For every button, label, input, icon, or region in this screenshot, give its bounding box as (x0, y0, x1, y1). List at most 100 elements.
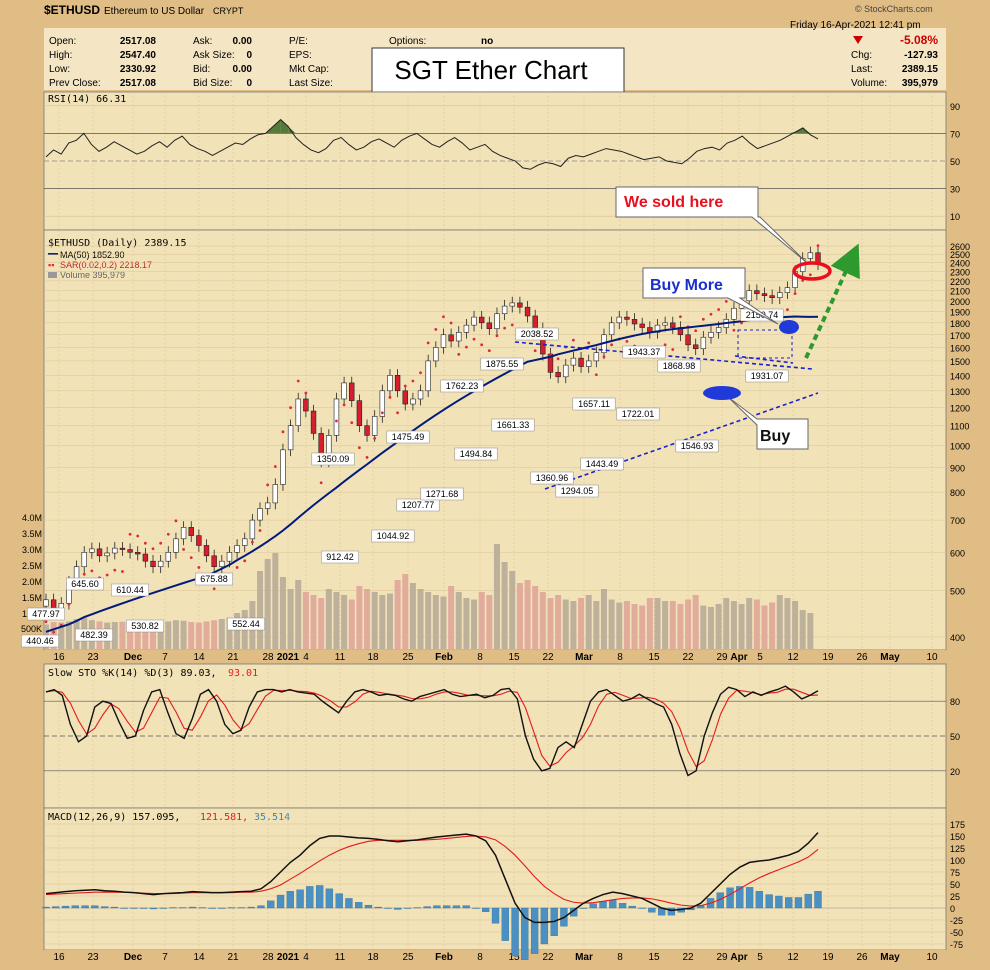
candle-body (127, 549, 133, 553)
candle-body (333, 398, 340, 436)
volume-bar (631, 604, 638, 649)
candle-body (746, 290, 752, 302)
candle-body (578, 357, 584, 367)
ma50-line (45, 315, 819, 633)
price-label: 552.44 (232, 619, 260, 629)
quote-value: 2517.08 (120, 36, 157, 47)
x-tick-label: 29 (716, 952, 728, 963)
candle-body (303, 398, 309, 412)
quote-table: Open: 2517.08 Ask: 0.00 P/E: High: 2547.40 Ask … (49, 36, 333, 89)
sar-dot (457, 352, 461, 356)
candle-body (371, 416, 378, 436)
quote-key: High: (49, 50, 72, 61)
candle-body (463, 324, 470, 333)
volume-axis-label: 1.5M (22, 593, 42, 603)
sar-dot (166, 532, 170, 536)
quote-key: Last Size: (289, 78, 333, 89)
quote-value: -127.93 (904, 50, 938, 61)
x-tick-label: 8 (617, 652, 623, 663)
candle-body (517, 302, 523, 308)
price-label-box (321, 550, 359, 564)
volume-legend: Volume 395,979 (60, 270, 125, 280)
title-box (371, 47, 625, 93)
macd-histogram-bar (472, 907, 480, 909)
volume-legend-swatch (48, 272, 57, 278)
volume-bar (211, 620, 218, 649)
options-label: Options: (389, 36, 426, 47)
macd-axis-label: -25 (950, 916, 963, 926)
x-tick-label: 15 (648, 652, 660, 663)
volume-bar (547, 598, 554, 649)
price-label-box (480, 357, 524, 371)
price-label-box (126, 619, 164, 633)
quote-key: Last: (851, 64, 873, 75)
price-label-box (371, 529, 415, 543)
volume-bar (409, 583, 416, 649)
quote-right-table: Chg: -127.93 Last: 2389.15 Volume: 395,979 (851, 50, 938, 89)
candle-body (754, 290, 760, 294)
price-label-box (27, 607, 65, 621)
x-tick-label: 7 (162, 952, 168, 963)
price-axis-label: 700 (950, 516, 965, 526)
sar-dot (449, 321, 453, 325)
price-label: 1661.33 (497, 420, 530, 430)
volume-bar (295, 580, 302, 649)
quote-key: Ask: (193, 36, 212, 47)
volume-bar (111, 622, 118, 649)
volume-bar (157, 622, 164, 649)
price-label-box (657, 359, 701, 373)
candle-body (280, 449, 286, 485)
sar-dot (373, 437, 377, 440)
candle-body (104, 552, 110, 557)
candle-body (119, 547, 126, 550)
change-percent: -5.08% (900, 33, 938, 47)
volume-bar (753, 599, 760, 649)
macd-histogram-bar (42, 906, 50, 909)
price-axis-label: 1400 (950, 371, 970, 381)
candle-body (501, 305, 508, 315)
x-tick-label: 14 (193, 952, 205, 963)
macd-histogram-bar (188, 906, 197, 909)
macd-histogram-bar (286, 891, 294, 909)
price-label: 440.46 (26, 636, 54, 646)
candle-body (769, 295, 775, 298)
sto-axis-label: 80 (950, 697, 960, 707)
sar-dot (388, 395, 392, 399)
volume-bar (58, 622, 65, 649)
volume-bar (257, 571, 264, 649)
rsi-axis-label: 90 (950, 102, 960, 112)
volume-bar (555, 595, 562, 649)
volume-bar (195, 622, 202, 649)
macd-histogram-bar (423, 906, 431, 909)
consolidation-box (737, 329, 793, 359)
price-label-box (675, 439, 719, 453)
candle-body (180, 527, 187, 540)
x-tick-label: 16 (53, 952, 65, 963)
copyright: © StockCharts.com (855, 4, 933, 14)
macd-histogram-bar (120, 907, 128, 909)
x-tick-label: 19 (822, 652, 834, 663)
volume-bar (776, 595, 783, 649)
macd-histogram-bar (61, 905, 70, 909)
quote-value: 2517.08 (120, 78, 157, 89)
macd-histogram-bar (433, 905, 441, 909)
candle-body (761, 293, 768, 296)
candle-body (509, 302, 515, 307)
volume-bar (639, 605, 646, 649)
price-label-box (66, 577, 104, 591)
macd-histogram-bar (267, 900, 275, 909)
x-tick-label: 22 (542, 952, 554, 963)
volume-bar (723, 598, 730, 649)
price-legend: $ETHUSD (Daily) 2389.15 (48, 238, 186, 249)
price-label-box (195, 572, 233, 586)
candle-body (570, 357, 577, 366)
price-label-box (572, 397, 616, 411)
candle-body (211, 555, 217, 568)
sar-dot (610, 343, 614, 347)
x-tick-label: 28 (262, 652, 274, 663)
volume-bar (799, 610, 806, 649)
sar-dot (709, 312, 713, 316)
candle-body (777, 292, 783, 298)
price-label: 675.88 (200, 574, 228, 584)
sto-legend: Slow STO %K(14) %D(3) 89.03, (48, 668, 217, 679)
